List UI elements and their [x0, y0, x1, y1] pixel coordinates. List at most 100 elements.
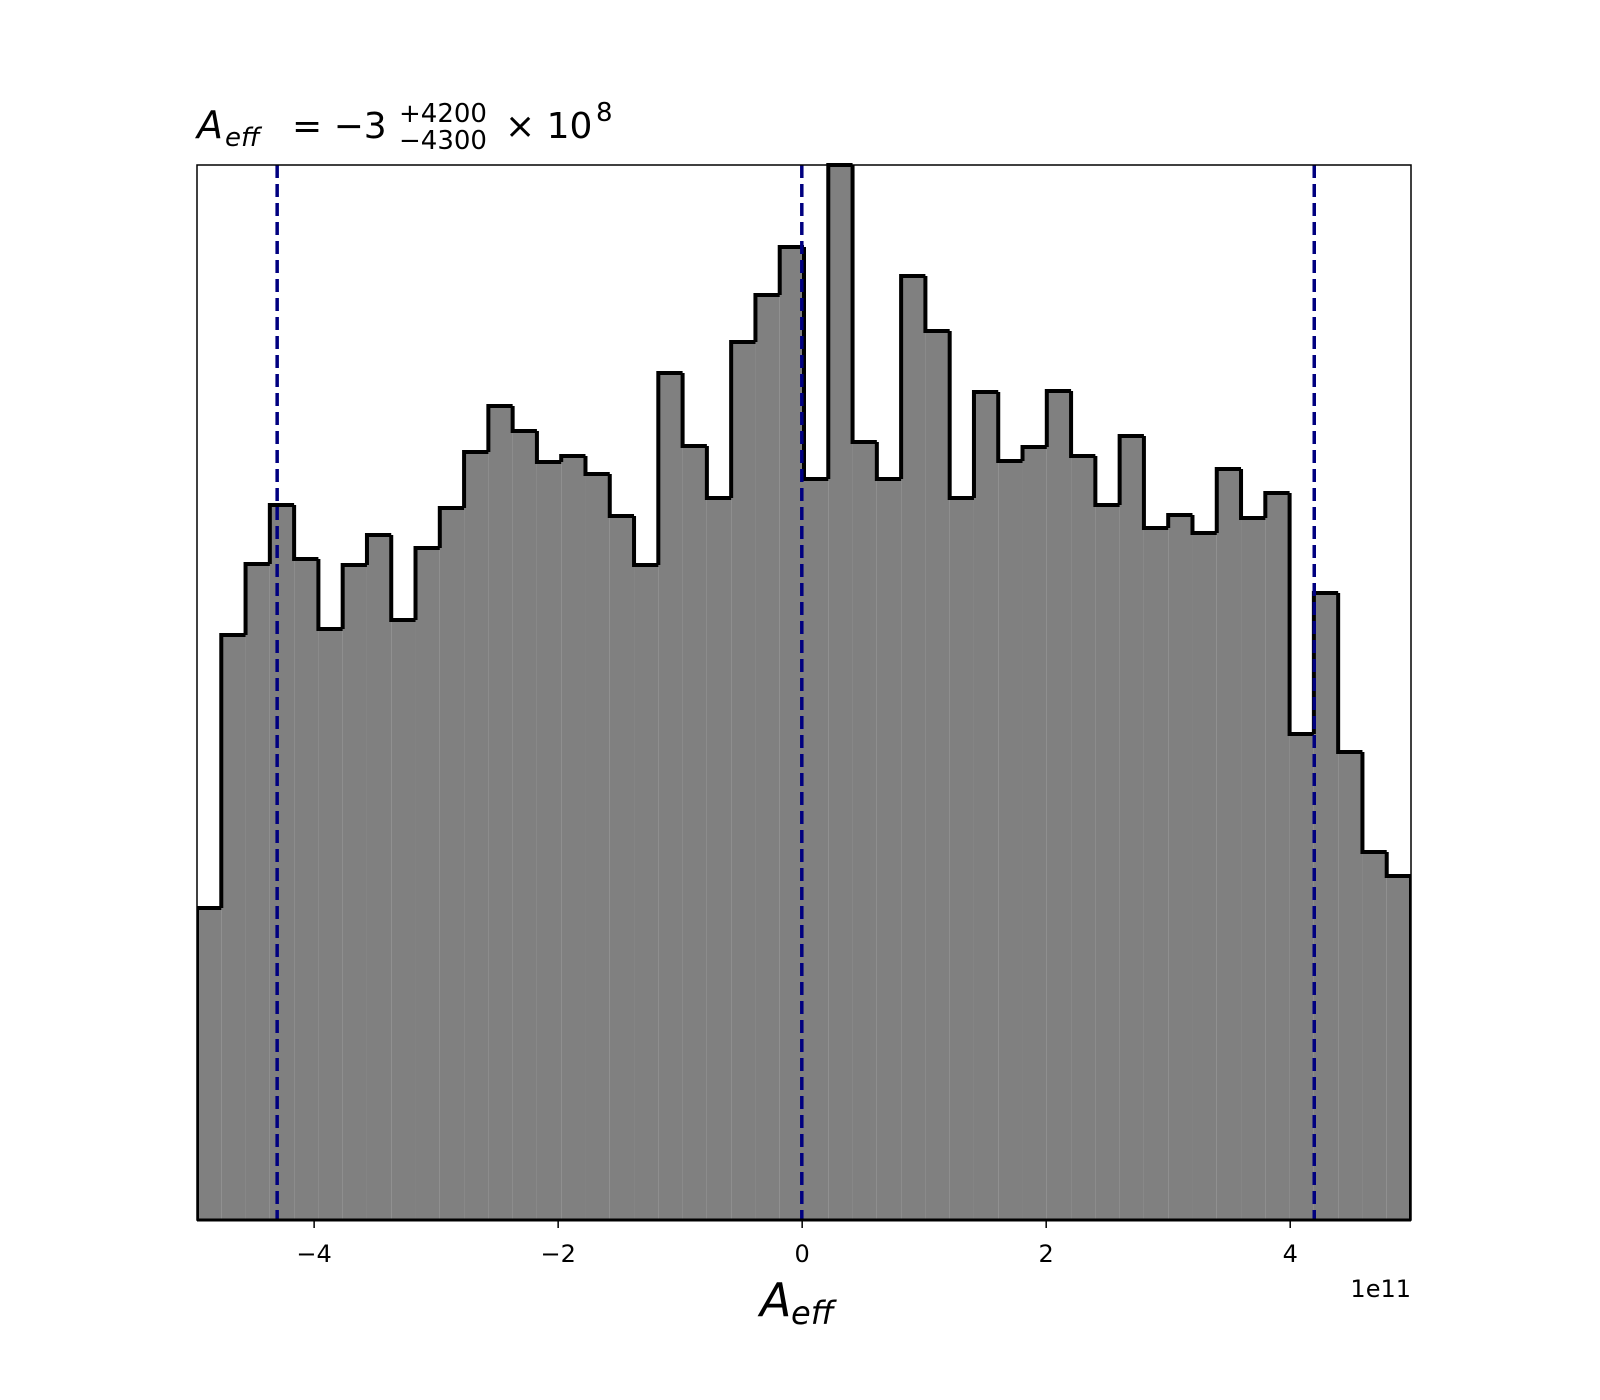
bar — [1265, 493, 1290, 1220]
bar — [1022, 447, 1047, 1220]
bar-outline — [1069, 391, 1096, 458]
bar — [731, 342, 756, 1220]
x-tick-label: −2 — [540, 1240, 575, 1268]
bar-outline — [1020, 445, 1047, 461]
title-upper: +4200 — [399, 99, 487, 129]
bar — [585, 474, 610, 1220]
x-offset-text: 1e11 — [1350, 1275, 1411, 1303]
bar-outline — [486, 404, 513, 452]
bar — [464, 452, 489, 1220]
bar — [1071, 456, 1096, 1220]
bar-outline — [656, 371, 683, 565]
bar — [658, 373, 683, 1220]
bar-outline — [1384, 852, 1411, 1220]
bar — [318, 629, 343, 1220]
bar — [1168, 515, 1193, 1220]
bar-outline — [219, 633, 246, 908]
bar-outline — [923, 276, 950, 333]
title-lower: −4300 — [399, 126, 487, 156]
bar-outline — [1360, 752, 1387, 854]
bar-outline — [316, 559, 343, 631]
x-tick-label: −4 — [296, 1240, 331, 1268]
bar — [1143, 528, 1169, 1220]
bar-outline — [753, 293, 780, 342]
bar — [876, 479, 902, 1220]
bar-outline — [197, 906, 222, 1220]
bar-outline — [292, 505, 319, 561]
bar-outline — [1093, 456, 1120, 507]
bar-outline — [607, 474, 635, 518]
bar-outline — [1263, 491, 1290, 518]
bar — [949, 498, 974, 1220]
bar-outline — [802, 247, 829, 481]
bar — [852, 442, 877, 1220]
bar — [682, 446, 707, 1220]
title-times: × 10 — [505, 106, 592, 147]
bar-outline — [680, 373, 707, 448]
bar-outline — [1239, 469, 1266, 520]
bar-outline — [1214, 467, 1242, 533]
bar-outline — [267, 503, 295, 564]
bar — [1216, 469, 1242, 1220]
bar-outline — [1166, 513, 1193, 528]
x-tick-label: 2 — [1039, 1240, 1054, 1268]
bar-outline — [971, 390, 999, 498]
x-tick-label: 4 — [1283, 1240, 1298, 1268]
bar — [925, 331, 950, 1220]
bar-outline — [1044, 389, 1072, 447]
bar-outline — [583, 456, 610, 476]
bar — [1362, 852, 1387, 1220]
bar-outline — [899, 274, 926, 479]
bar — [294, 559, 319, 1220]
bar-outline — [364, 533, 392, 565]
bar — [245, 564, 270, 1220]
bar-outline — [996, 392, 1023, 463]
bar — [634, 565, 659, 1220]
bar — [973, 392, 999, 1220]
title-equals: = −3 — [292, 106, 387, 147]
bar — [1192, 533, 1217, 1220]
bar — [415, 548, 440, 1220]
bar — [755, 295, 780, 1220]
bar — [706, 498, 732, 1220]
x-label-symbol: A — [757, 1273, 791, 1327]
bar — [1095, 505, 1120, 1220]
bar — [488, 406, 513, 1220]
bar-outline — [243, 562, 270, 635]
bar-outline — [437, 506, 465, 548]
bar — [1313, 593, 1339, 1220]
bar — [269, 505, 295, 1220]
title-exponent: 8 — [596, 98, 613, 128]
bar — [342, 565, 367, 1220]
bar — [1289, 734, 1314, 1220]
x-tick-label: 0 — [795, 1240, 810, 1268]
bar-outline — [874, 442, 902, 481]
bar-outline — [729, 340, 756, 498]
bar-outline — [1117, 434, 1144, 505]
bar — [828, 165, 853, 1220]
bar-outline — [1287, 493, 1314, 736]
bar-outline — [947, 331, 974, 500]
bar — [366, 535, 392, 1220]
title-symbol: A — [194, 103, 223, 147]
bar — [197, 908, 222, 1220]
bar — [561, 456, 586, 1220]
bar-outline — [1190, 515, 1217, 535]
bar-outline — [1141, 436, 1169, 530]
bar-outline — [462, 450, 489, 508]
bar-outline — [1336, 593, 1363, 754]
bar — [1386, 876, 1411, 1220]
bar — [779, 247, 804, 1220]
bar-outline — [340, 563, 367, 629]
bar — [1241, 518, 1266, 1220]
bar — [901, 276, 926, 1220]
bar-outline — [534, 431, 562, 464]
bar — [804, 479, 829, 1220]
bar-outline — [510, 406, 537, 433]
bar-outline — [850, 165, 877, 444]
bar — [221, 635, 246, 1220]
bar-outline — [559, 454, 586, 462]
bar-outline — [704, 446, 732, 500]
bar — [1119, 436, 1144, 1220]
bar-outline — [777, 245, 804, 295]
